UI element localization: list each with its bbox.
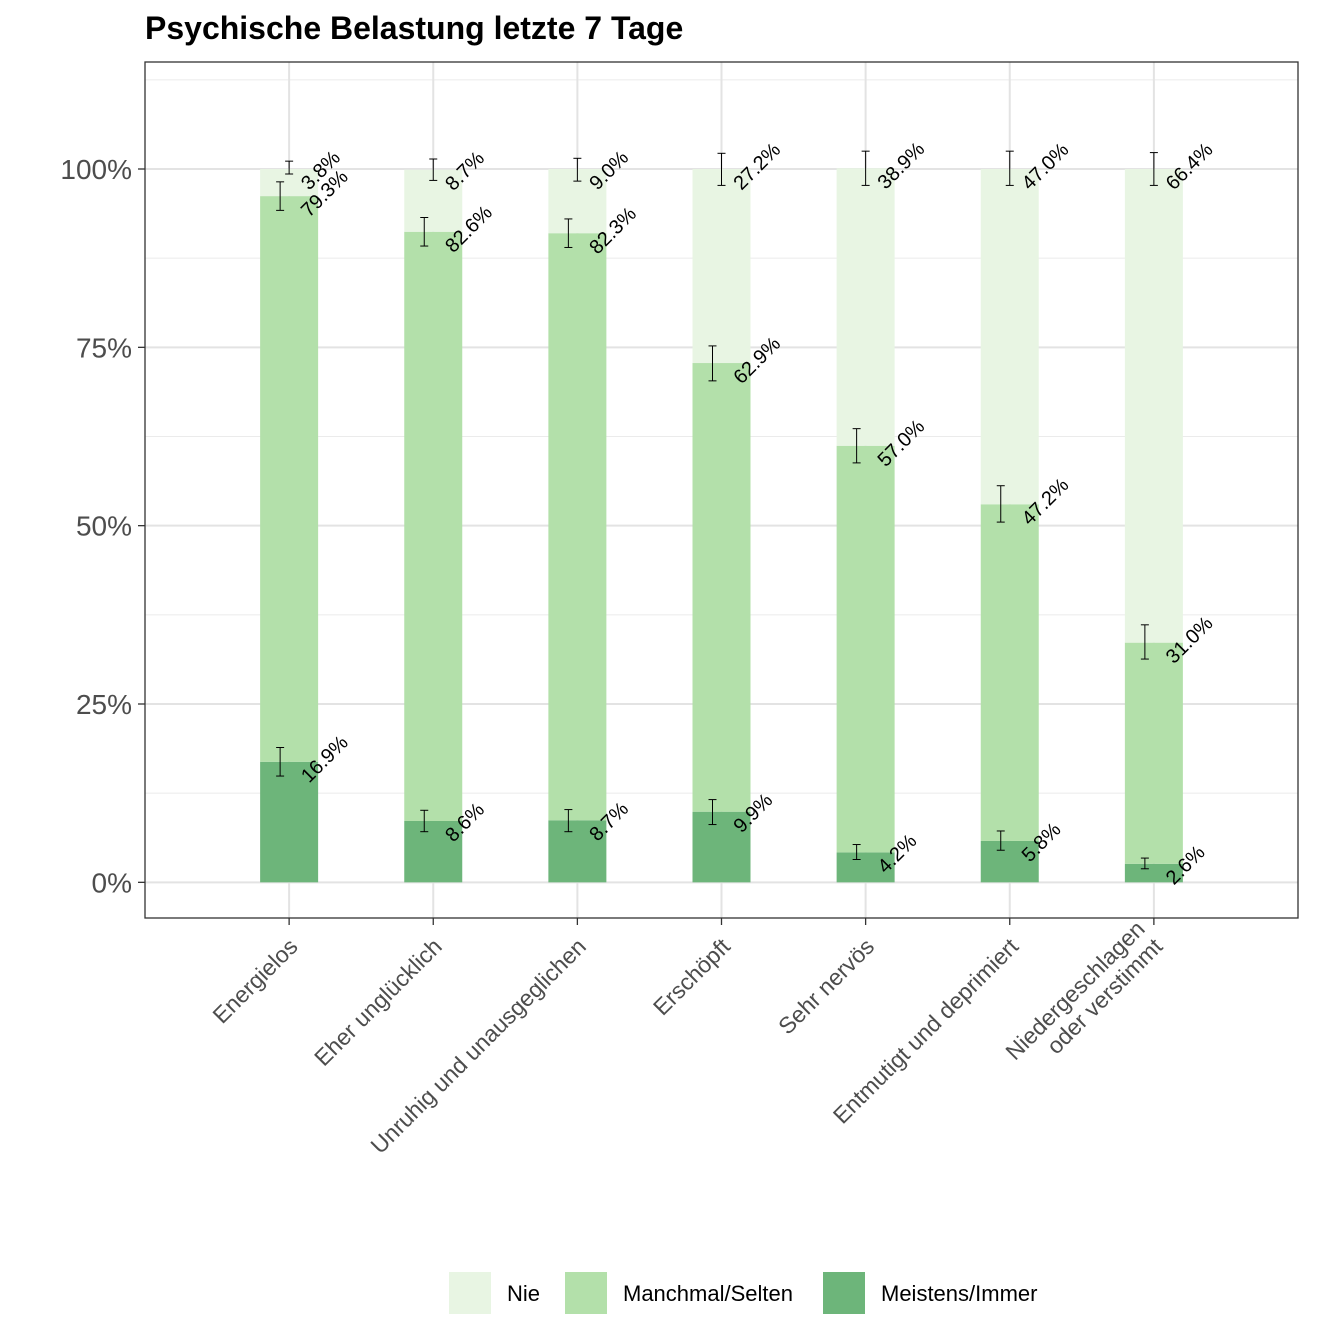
legend-item: Nie	[449, 1272, 540, 1314]
x-tick-label: Energielos	[207, 933, 302, 1028]
bar-segment	[692, 363, 751, 812]
error-bar	[420, 217, 429, 247]
legend: Nie Manchmal/Selten Meistens/Immer	[449, 1272, 1037, 1314]
bar-segment	[1124, 863, 1183, 883]
legend-swatch	[823, 1272, 865, 1314]
y-tick-label: 25%	[76, 689, 132, 720]
bar-segment	[404, 820, 463, 883]
legend-item: Manchmal/Selten	[565, 1272, 793, 1314]
bar-segment	[260, 761, 319, 883]
legend-item: Meistens/Immer	[823, 1272, 1037, 1314]
legend-label: Meistens/Immer	[881, 1281, 1037, 1306]
bar-segment	[836, 168, 895, 446]
y-tick-label: 100%	[60, 154, 132, 185]
error-bar	[1005, 150, 1014, 186]
error-bar	[564, 218, 573, 248]
error-bar	[861, 150, 870, 186]
y-tick-label: 75%	[76, 332, 132, 363]
error-bar	[852, 428, 861, 464]
error-bar	[996, 485, 1005, 523]
bar-segment	[836, 445, 895, 853]
bar-segment	[692, 169, 751, 364]
error-bar	[429, 158, 438, 181]
error-bar	[1140, 857, 1149, 870]
legend-label: Nie	[507, 1281, 540, 1306]
error-bar	[1149, 152, 1158, 186]
y-tick-label: 50%	[76, 511, 132, 542]
bar-segment	[980, 169, 1039, 505]
legend-label: Manchmal/Selten	[623, 1281, 793, 1306]
legend-swatch	[449, 1272, 491, 1314]
error-bar	[420, 809, 429, 833]
bar-segment	[548, 820, 607, 883]
bar-segment	[1124, 169, 1183, 643]
chart-title: Psychische Belastung letzte 7 Tage	[145, 10, 683, 46]
y-tick-label: 0%	[92, 867, 132, 898]
error-bar	[996, 830, 1005, 851]
bar-segment	[980, 504, 1039, 841]
bar-segment	[260, 196, 319, 762]
x-tick-label: Erschöpft	[648, 933, 736, 1021]
bar-segment	[980, 840, 1039, 883]
error-bar	[276, 181, 285, 211]
bar-segment	[692, 811, 751, 883]
x-tick-label: Niedergeschlagenoder verstimmt	[1000, 915, 1168, 1083]
error-bar	[573, 157, 582, 182]
bar-segment	[404, 231, 463, 821]
bar-segment	[548, 233, 607, 821]
x-tick-label: Sehr nervös	[773, 933, 879, 1039]
legend-swatch	[565, 1272, 607, 1314]
error-bar	[564, 809, 573, 833]
bar-segment	[836, 852, 895, 883]
error-bar	[285, 160, 294, 175]
error-bar	[708, 799, 717, 826]
error-bar	[276, 747, 285, 777]
error-bar	[717, 152, 726, 186]
bar-segment	[1124, 642, 1183, 864]
error-bar	[1140, 624, 1149, 660]
x-tick-label: Eher unglücklich	[309, 933, 447, 1071]
error-bar	[852, 844, 861, 861]
error-bar	[708, 345, 717, 382]
